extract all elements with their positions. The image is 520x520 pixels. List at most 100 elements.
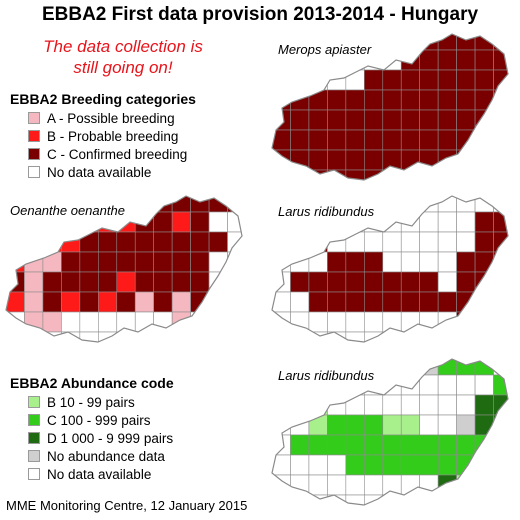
grid-cell bbox=[437, 211, 457, 233]
grid-cell bbox=[493, 311, 508, 333]
grid-cell bbox=[290, 331, 310, 342]
grid-cell bbox=[61, 311, 81, 333]
grid-cell bbox=[327, 359, 347, 376]
grid-cell bbox=[400, 231, 420, 253]
grid-cell bbox=[437, 311, 457, 333]
oenanthe-oenanthe-map bbox=[5, 195, 243, 343]
grid-cell bbox=[290, 394, 310, 416]
grid-cell bbox=[171, 211, 191, 233]
grid-cell bbox=[272, 211, 291, 233]
grid-cell bbox=[364, 291, 384, 313]
breeding-legend: A - Possible breeding B - Probable breed… bbox=[28, 109, 187, 181]
grid-cell bbox=[419, 231, 439, 253]
grid-cell bbox=[345, 34, 365, 51]
grid-cell bbox=[456, 231, 476, 253]
grid-cell bbox=[437, 331, 457, 342]
grid-cell bbox=[364, 331, 384, 342]
grid-cell bbox=[327, 291, 347, 313]
grid-cell bbox=[400, 89, 420, 111]
grid-cell bbox=[419, 414, 439, 436]
grid-cell bbox=[437, 251, 457, 273]
grid-cell bbox=[290, 454, 310, 476]
grid-cell bbox=[364, 474, 384, 496]
legend-label: C - Confirmed breeding bbox=[47, 146, 188, 162]
page-title: EBBA2 First data provision 2013-2014 - H… bbox=[41, 4, 479, 25]
grid-cell bbox=[364, 169, 384, 180]
grid-cell bbox=[134, 331, 154, 342]
grid-cell bbox=[61, 291, 81, 313]
grid-cell bbox=[290, 169, 310, 180]
grid-cell bbox=[208, 291, 228, 313]
grid-cell bbox=[364, 414, 384, 436]
grid-cell bbox=[400, 196, 420, 213]
grid-cell bbox=[474, 69, 494, 91]
grid-cell bbox=[456, 434, 476, 456]
grid-cell bbox=[272, 414, 291, 436]
grid-cell bbox=[79, 331, 99, 342]
grid-cell bbox=[382, 454, 402, 476]
grid-cell bbox=[153, 291, 173, 313]
grid-cell bbox=[171, 311, 191, 333]
grid-cell bbox=[42, 231, 62, 253]
grid-cell bbox=[327, 271, 347, 293]
grid-cell bbox=[98, 251, 118, 273]
legend-item-no-abundance: No abundance data bbox=[28, 447, 173, 465]
grid-cell bbox=[290, 196, 310, 213]
legend-item-confirmed: C - Confirmed breeding bbox=[28, 145, 187, 163]
grid-cell bbox=[382, 434, 402, 456]
grid-cell bbox=[456, 169, 476, 180]
grid-cell bbox=[6, 251, 25, 273]
grid-cell bbox=[227, 271, 242, 293]
grid-cell bbox=[364, 394, 384, 416]
grid-cell bbox=[6, 211, 25, 233]
grid-cell bbox=[327, 494, 347, 505]
grid-cell bbox=[382, 196, 402, 213]
grid-cell bbox=[134, 251, 154, 273]
grid-cell bbox=[153, 331, 173, 342]
grid-cell bbox=[227, 251, 242, 273]
grid-cell bbox=[382, 69, 402, 91]
grid-cell bbox=[308, 129, 328, 151]
legend-swatch bbox=[28, 414, 40, 426]
grid-cell bbox=[437, 414, 457, 436]
grid-cell bbox=[364, 454, 384, 476]
grid-cell bbox=[493, 331, 508, 342]
grid-cell bbox=[208, 211, 228, 233]
grid-cell bbox=[290, 211, 310, 233]
grid-cell bbox=[456, 69, 476, 91]
grid-cell bbox=[272, 394, 291, 416]
grid-cell bbox=[345, 311, 365, 333]
grid-cell bbox=[42, 311, 62, 333]
grid-cell bbox=[364, 271, 384, 293]
grid-cell bbox=[61, 331, 81, 342]
legend-label: A - Possible breeding bbox=[47, 110, 175, 126]
grid-cell bbox=[171, 291, 191, 313]
grid-cell bbox=[382, 394, 402, 416]
grid-cell bbox=[290, 231, 310, 253]
grid-cell bbox=[61, 271, 81, 293]
grid-cell bbox=[474, 129, 494, 151]
grid-cell bbox=[437, 169, 457, 180]
legend-swatch bbox=[28, 112, 40, 124]
grid-cell bbox=[493, 89, 508, 111]
grid-cell bbox=[400, 69, 420, 91]
grid-cell bbox=[419, 374, 439, 396]
grid-cell bbox=[382, 291, 402, 313]
grid-cell bbox=[474, 34, 494, 51]
grid-cell bbox=[345, 49, 365, 71]
grid-cell bbox=[327, 311, 347, 333]
grid-cell bbox=[98, 331, 118, 342]
grid-cell bbox=[327, 414, 347, 436]
grid-cell bbox=[208, 311, 228, 333]
grid-cell bbox=[364, 494, 384, 505]
grid-cell bbox=[290, 49, 310, 71]
legend-swatch bbox=[28, 432, 40, 444]
grid-cell bbox=[290, 434, 310, 456]
grid-cell bbox=[493, 251, 508, 273]
grid-cell bbox=[290, 359, 310, 376]
grid-cell bbox=[382, 494, 402, 505]
grid-cell bbox=[308, 374, 328, 396]
grid-cell bbox=[474, 394, 494, 416]
grid-cell bbox=[153, 196, 173, 213]
grid-cell bbox=[272, 34, 291, 51]
